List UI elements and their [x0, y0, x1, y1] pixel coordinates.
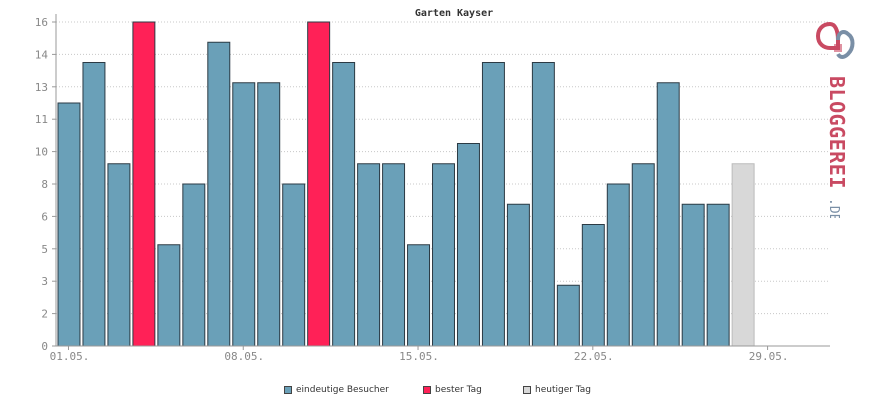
- y-tick-label: 16: [35, 16, 48, 29]
- y-tick-label: 6: [41, 210, 48, 223]
- y-tick-label: 0: [41, 340, 48, 353]
- bar-normal-day-25: [656, 82, 680, 347]
- bar-normal-day-8: [232, 82, 256, 347]
- y-tick-label: 2: [41, 308, 48, 321]
- x-tick-label: 08.05.: [224, 350, 264, 363]
- bar-normal-day-26: [681, 203, 705, 347]
- x-tick-label: 29.05.: [749, 350, 789, 363]
- bar-normal-day-14: [382, 163, 406, 347]
- y-tick-labels: 0 2 3 5 6 8 10 11 13 14 16: [35, 16, 49, 353]
- bar-normal-day-7: [207, 41, 231, 347]
- bar-normal-day-3: [107, 163, 131, 347]
- bloggerei-logo: BLOGGEREI .DE: [808, 18, 864, 221]
- bar-normal-day-16: [432, 163, 455, 347]
- x-tick-label: 22.05.: [574, 350, 614, 363]
- logo-suffix: .DE: [826, 198, 841, 218]
- legend-item-today: heutiger Tag: [523, 385, 591, 395]
- logo-mark-icon: BLOGGEREI .DE: [815, 21, 855, 221]
- chart-legend: eindeutige Besucher bester Tag heutiger …: [0, 385, 870, 399]
- y-tick-label: 11: [35, 113, 48, 126]
- y-tick-label: 3: [41, 275, 48, 288]
- bar-normal-day-15: [407, 244, 431, 347]
- bar-best-day-11: [307, 21, 331, 347]
- x-tick-label: 01.05.: [50, 350, 90, 363]
- legend-label-best-day: bester Tag: [435, 385, 482, 395]
- x-tick-labels: 01.05. 08.05. 15.05. 22.05. 29.05.: [50, 346, 789, 363]
- bar-normal-day-21: [556, 284, 580, 347]
- chart-title: Garten Kayser: [415, 8, 493, 19]
- y-tick-label: 8: [41, 178, 48, 191]
- legend-label-visitors: eindeutige Besucher: [296, 385, 389, 395]
- legend-item-visitors: eindeutige Besucher: [284, 385, 389, 395]
- legend-label-today: heutiger Tag: [535, 385, 592, 395]
- bar-normal-day-1: [57, 102, 81, 347]
- y-tick-label: 10: [35, 146, 48, 159]
- bar-normal-day-10: [282, 183, 306, 347]
- legend-swatch-today: [523, 386, 531, 394]
- bars: [57, 21, 755, 347]
- bar-normal-day-20: [531, 62, 555, 347]
- legend-item-best-day: bester Tag: [423, 385, 482, 395]
- bar-normal-day-22: [581, 224, 605, 347]
- bar-normal-day-5: [157, 244, 181, 347]
- y-tick-label: 13: [35, 81, 48, 94]
- bar-normal-day-24: [631, 163, 655, 347]
- y-tick-label: 5: [41, 243, 48, 256]
- bar-normal-day-27: [706, 203, 730, 347]
- bar-today-day-28: [731, 163, 755, 347]
- x-tick-label: 15.05.: [399, 350, 439, 363]
- bar-normal-day-23: [606, 183, 630, 347]
- legend-swatch-best-day: [423, 386, 431, 394]
- bar-normal-day-6: [182, 183, 206, 347]
- bar-best-day-4: [132, 21, 156, 347]
- y-tick-label: 14: [35, 48, 49, 61]
- bar-normal-day-18: [481, 62, 505, 347]
- bar-normal-day-2: [82, 62, 106, 347]
- bar-normal-day-12: [332, 62, 356, 347]
- logo-text: BLOGGEREI: [825, 76, 849, 189]
- legend-swatch-visitors: [284, 386, 292, 394]
- bar-normal-day-9: [257, 82, 281, 347]
- axes: [55, 14, 830, 347]
- bar-normal-day-19: [506, 203, 530, 347]
- bar-normal-day-13: [357, 163, 381, 347]
- bar-normal-day-17: [456, 143, 480, 347]
